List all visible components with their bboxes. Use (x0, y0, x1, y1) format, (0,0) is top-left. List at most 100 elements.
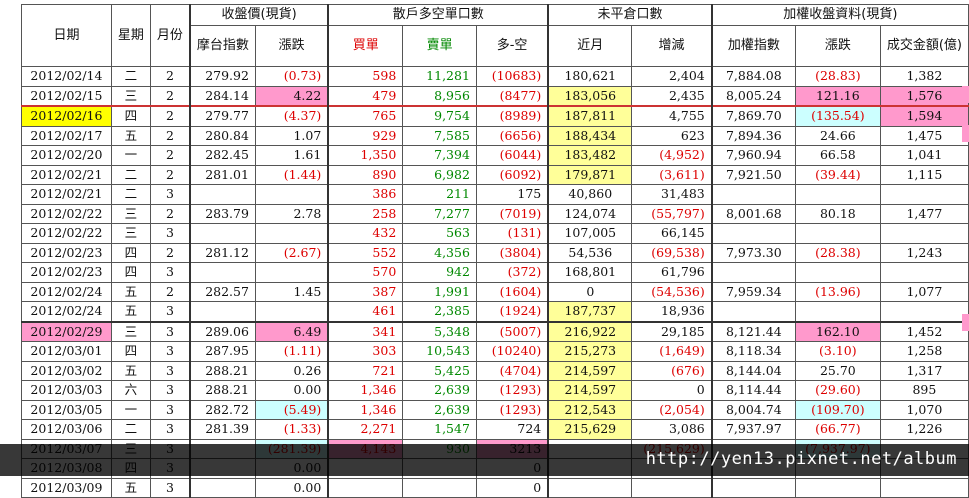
turnover-cell: 1,115 (879, 164, 969, 185)
turnover-cell: 1,317 (879, 360, 969, 381)
buy-cell: 1,346 (327, 399, 404, 420)
month-cell: 3 (149, 341, 191, 362)
buy-cell: 258 (327, 203, 404, 224)
long-short-cell: 175 (475, 184, 550, 205)
table-row: 2012/02/23 四 3 570 942 (372) 168,801 61,796 (21, 262, 969, 283)
month-cell: 3 (149, 380, 191, 401)
header-taiex-change: 漲跌 (794, 25, 881, 67)
long-short-cell: (8477) (475, 85, 550, 107)
long-short-cell: (1293) (475, 399, 550, 420)
change-cell (254, 301, 330, 322)
change-cell (254, 223, 330, 244)
long-short-cell: (10683) (475, 66, 550, 87)
table-row: 2012/02/22 三 3 432 563 (131) 107,005 66,145 (21, 223, 969, 244)
date-cell: 2012/03/09 (21, 477, 112, 498)
weekday-cell: 二 (110, 66, 151, 87)
header-taiex: 加權指數 (711, 25, 796, 67)
date-cell: 2012/02/24 (21, 281, 112, 302)
month-cell: 3 (149, 477, 191, 498)
weekday-cell: 五 (110, 281, 151, 302)
header-long-short: 多-空 (475, 25, 550, 67)
long-short-cell: (6044) (475, 145, 550, 166)
change-cell: (1.11) (254, 341, 330, 362)
taiex-change-cell: 162.10 (794, 320, 881, 342)
edge-highlight-mark (962, 314, 969, 331)
near-month-oi-cell: 54,536 (547, 242, 633, 263)
header-group-retail-positions: 散戶多空單口數 (327, 4, 550, 26)
buy-cell: 341 (327, 320, 404, 342)
edge-highlight-mark (962, 125, 969, 142)
date-cell: 2012/02/22 (21, 203, 112, 224)
change-cell (254, 184, 330, 205)
msci-index-cell (189, 262, 256, 283)
oi-change-cell: 2,404 (631, 66, 713, 87)
taiex-cell: 7,959.34 (711, 281, 796, 302)
table-row: 2012/02/14 二 2 279.92 (0.73) 598 11,281 (10683)… (21, 66, 969, 87)
msci-index-cell (189, 477, 256, 498)
header-group-open-interest: 未平倉口數 (547, 4, 713, 26)
long-short-cell: (6092) (475, 164, 550, 185)
change-cell: 0.00 (254, 477, 330, 498)
sell-cell: 6,982 (402, 164, 477, 185)
month-cell: 3 (149, 320, 191, 342)
taiex-change-cell: (39.44) (794, 164, 881, 185)
long-short-cell: (3804) (475, 242, 550, 263)
taiex-change-cell: (28.83) (794, 66, 881, 87)
taiex-cell: 7,973.30 (711, 242, 796, 263)
turnover-cell (879, 262, 969, 283)
oi-change-cell: (54,536) (631, 281, 713, 302)
month-cell: 3 (149, 184, 191, 205)
date-cell: 2012/02/15 (21, 85, 112, 107)
near-month-oi-cell: 124,074 (547, 203, 633, 224)
watermark-bar: http://yen13.pixnet.net/album (0, 444, 969, 476)
oi-change-cell (631, 477, 713, 498)
taiex-cell: 7,960.94 (711, 145, 796, 166)
month-cell: 2 (149, 145, 191, 166)
weekday-cell: 四 (110, 341, 151, 362)
turnover-cell (879, 477, 969, 498)
header-turnover: 成交金額(億) (879, 25, 969, 67)
taiex-cell: 7,869.70 (711, 105, 796, 127)
near-month-oi-cell: 183,056 (547, 85, 633, 107)
date-cell: 2012/02/29 (21, 320, 112, 342)
month-cell: 2 (149, 66, 191, 87)
change-cell: 0.00 (254, 380, 330, 401)
oi-change-cell: (676) (631, 360, 713, 381)
taiex-cell: 7,884.08 (711, 66, 796, 87)
weekday-cell: 二 (110, 164, 151, 185)
sell-cell: 7,394 (402, 145, 477, 166)
taiex-change-cell: 66.58 (794, 145, 881, 166)
header-weekday: 星期 (110, 4, 151, 67)
sell-cell: 9,754 (402, 105, 477, 127)
change-cell: (1.44) (254, 164, 330, 185)
msci-index-cell (189, 301, 256, 322)
oi-change-cell: (69,538) (631, 242, 713, 263)
date-cell: 2012/03/03 (21, 380, 112, 401)
month-cell: 2 (149, 281, 191, 302)
table-row: 2012/02/29 三 3 289.06 6.49 341 5,348 (5007) 216,… (21, 320, 969, 342)
oi-change-cell: 31,483 (631, 184, 713, 205)
buy-cell: 303 (327, 341, 404, 362)
taiex-change-cell: 25.70 (794, 360, 881, 381)
taiex-cell: 8,004.74 (711, 399, 796, 420)
turnover-cell: 1,070 (879, 399, 969, 420)
weekday-cell: 四 (110, 242, 151, 263)
change-cell: (1.33) (254, 419, 330, 440)
msci-index-cell: 280.84 (189, 125, 256, 146)
turnover-cell: 1,576 (879, 85, 969, 107)
date-cell: 2012/03/01 (21, 341, 112, 362)
turnover-cell: 1,041 (879, 145, 969, 166)
buy-cell: 765 (327, 105, 404, 127)
msci-index-cell: 287.95 (189, 341, 256, 362)
buy-cell: 432 (327, 223, 404, 244)
buy-cell: 479 (327, 85, 404, 107)
header-change: 漲跌 (254, 25, 330, 67)
taiex-cell: 7,921.50 (711, 164, 796, 185)
taiex-change-cell: (109.70) (794, 399, 881, 420)
near-month-oi-cell: 215,629 (547, 419, 633, 440)
buy-cell: 552 (327, 242, 404, 263)
sell-cell: 211 (402, 184, 477, 205)
table-row: 2012/02/24 五 3 461 2,385 (1924) 187,737 18,936 (21, 301, 969, 322)
table-row: 2012/02/16 四 2 279.77 (4.37) 765 9,754 (8989) 18… (21, 105, 969, 127)
taiex-cell: 7,894.36 (711, 125, 796, 146)
